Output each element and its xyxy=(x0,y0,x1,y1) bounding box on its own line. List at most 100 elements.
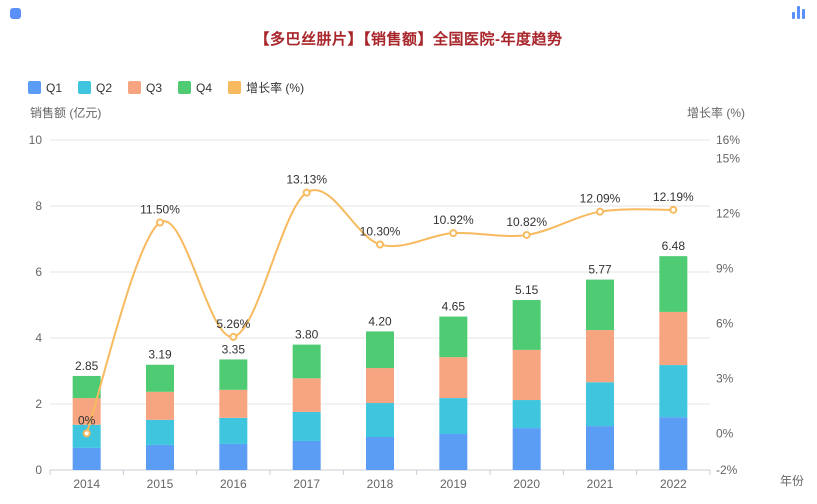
bar-segment-q4-2017[interactable] xyxy=(292,344,321,379)
bar-total-label: 5.15 xyxy=(515,283,539,297)
left-axis-tick-label: 6 xyxy=(35,265,42,279)
right-axis-tick-label: 15% xyxy=(716,151,740,165)
x-axis-tick-label: 2018 xyxy=(367,477,394,491)
line-point-2021[interactable] xyxy=(596,207,604,216)
line-point-2018[interactable] xyxy=(376,240,384,249)
x-axis-tick-label: 2021 xyxy=(587,477,614,491)
bar-segment-q1-2019[interactable] xyxy=(439,434,468,470)
right-axis-tick-label: 9% xyxy=(716,261,734,275)
left-axis-tick-label: 10 xyxy=(29,133,43,147)
legend-label: Q4 xyxy=(196,80,213,95)
bar-segment-q4-2015[interactable] xyxy=(146,364,174,392)
line-point-label: 10.82% xyxy=(506,215,547,229)
bar-segment-q2-2019[interactable] xyxy=(439,398,468,435)
bar-segment-q1-2014[interactable] xyxy=(72,447,101,470)
legend-marker-q1 xyxy=(28,81,41,94)
bar-segment-q1-2020[interactable] xyxy=(512,428,541,470)
bar-segment-q4-2019[interactable] xyxy=(439,316,468,358)
x-axis xyxy=(49,469,711,475)
mini-bars-icon xyxy=(792,6,805,19)
line-point-2015[interactable] xyxy=(156,218,164,227)
bar-total-label: 3.80 xyxy=(295,328,319,342)
chart-title: 【多巴丝肼片】【销售额】全国医院-年度趋势 xyxy=(254,31,563,48)
bar-segment-q4-2020[interactable] xyxy=(512,300,541,350)
bar-segment-q1-2016[interactable] xyxy=(219,443,248,470)
line-point-2016[interactable] xyxy=(229,332,238,341)
legend-item-q1[interactable]: Q1 xyxy=(28,81,62,95)
bar-segment-q3-2017[interactable] xyxy=(292,378,321,412)
legend-item-q3[interactable]: Q3 xyxy=(128,81,162,95)
legend-label: 增长率 (%) xyxy=(246,81,305,95)
bar-total-label: 4.20 xyxy=(368,314,392,328)
line-point-label: 0% xyxy=(78,413,96,427)
left-axis-tick-label: 4 xyxy=(35,331,42,345)
bar-segment-q4-2018[interactable] xyxy=(366,331,394,369)
bar-segment-q2-2018[interactable] xyxy=(366,403,394,437)
right-axis-tick-label: -2% xyxy=(716,463,738,477)
bar-segment-q3-2019[interactable] xyxy=(439,357,468,399)
right-axis-tick-label: 0% xyxy=(716,426,734,440)
bar-segment-q2-2020[interactable] xyxy=(512,400,541,429)
bar-segment-q2-2016[interactable] xyxy=(219,417,248,444)
line-point-2020[interactable] xyxy=(522,230,531,239)
line-point-2019[interactable] xyxy=(449,229,458,238)
bar-segment-q1-2018[interactable] xyxy=(366,437,394,470)
bar-segment-q1-2017[interactable] xyxy=(292,440,321,470)
bar-segment-q3-2018[interactable] xyxy=(366,368,394,404)
line-point-2022[interactable] xyxy=(669,205,678,214)
bar-total-label: 3.19 xyxy=(148,348,172,362)
chart-legend: Q1 Q2 Q3 Q4 增长率 (%) xyxy=(28,79,304,96)
x-axis-tick-label: 2016 xyxy=(220,477,247,491)
line-point-label: 10.30% xyxy=(360,225,401,239)
bar-segment-q4-2014[interactable] xyxy=(72,375,101,399)
bar-segment-q1-2022[interactable] xyxy=(659,417,688,470)
legend-label: Q3 xyxy=(146,80,163,95)
x-axis-tick-label: 2015 xyxy=(147,477,174,491)
legend-item-q2[interactable]: Q2 xyxy=(78,81,112,95)
legend-item-q4[interactable]: Q4 xyxy=(178,81,212,95)
bar-total-label: 4.65 xyxy=(442,300,466,314)
bar-segment-q3-2016[interactable] xyxy=(219,389,248,418)
bar-segment-q3-2015[interactable] xyxy=(146,391,174,420)
legend-marker-growth-rate xyxy=(228,81,242,94)
bar-segment-q3-2021[interactable] xyxy=(586,330,614,383)
legend-label: Q2 xyxy=(96,80,113,95)
axis-labels: 0 2 4 6 8 10 16% 15% 12% 9% 6% 3% 0% -2% 2014 2015 2016 2… xyxy=(29,133,741,491)
bar-series: 2.85 3.19 3.35 3.80 4.20 4.65 5.15 5.77 6.48 xyxy=(72,239,688,470)
x-axis-title: 年份 xyxy=(780,474,805,488)
left-axis-tick-label: 8 xyxy=(35,199,42,213)
legend-marker-q2 xyxy=(78,81,92,94)
bar-segment-q2-2022[interactable] xyxy=(659,365,688,418)
legend-label: Q1 xyxy=(46,80,63,95)
bar-segment-q2-2021[interactable] xyxy=(586,382,614,427)
right-axis-tick-label: 16% xyxy=(716,133,740,147)
bar-segment-q4-2016[interactable] xyxy=(219,359,248,390)
bar-segment-q1-2021[interactable] xyxy=(586,426,614,470)
x-axis-tick-label: 2022 xyxy=(660,477,687,491)
bar-segment-q3-2020[interactable] xyxy=(512,349,541,401)
bar-total-label: 6.48 xyxy=(662,239,686,253)
bar-segment-q2-2017[interactable] xyxy=(292,411,321,441)
legend-marker-q4 xyxy=(178,81,192,94)
bar-total-label: 2.85 xyxy=(75,359,99,373)
legend-marker-q3 xyxy=(128,81,142,94)
bar-segment-q1-2015[interactable] xyxy=(146,444,174,470)
legend-item-growth-rate[interactable]: 增长率 (%) xyxy=(228,79,304,96)
chart-plot-area[interactable]: 0 2 4 6 8 10 16% 15% 12% 9% 6% 3% 0% -2% 2014 2015 2016 2… xyxy=(0,120,817,504)
x-axis-tick-label: 2017 xyxy=(293,477,320,491)
bar-segment-q4-2021[interactable] xyxy=(586,279,614,331)
line-point-label: 12.19% xyxy=(653,190,694,204)
right-axis-title: 增长率 (%) xyxy=(687,106,745,120)
right-axis-tick-label: 3% xyxy=(716,371,734,385)
bar-total-label: 3.35 xyxy=(222,342,246,356)
bar-segment-q2-2015[interactable] xyxy=(146,419,174,445)
left-axis-tick-label: 0 xyxy=(35,463,42,477)
line-point-label: 12.09% xyxy=(580,192,621,206)
bar-segment-q3-2022[interactable] xyxy=(659,311,688,366)
line-point-label: 11.50% xyxy=(140,203,180,217)
line-point-2017[interactable] xyxy=(302,188,311,197)
line-point-2014[interactable] xyxy=(82,429,91,438)
bar-segment-q4-2022[interactable] xyxy=(659,256,688,312)
corner-badge-icon xyxy=(10,8,21,19)
